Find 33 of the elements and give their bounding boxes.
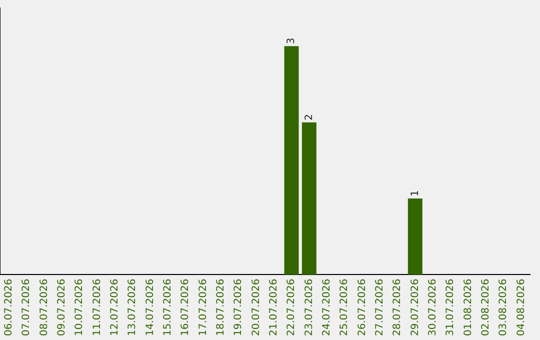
x-tick-label: 28.07.2026 (392, 278, 404, 336)
x-tick-label: 21.07.2026 (268, 278, 280, 336)
data-label: 3 (286, 38, 298, 44)
x-tick-label: 14.07.2026 (144, 278, 156, 336)
x-tick-label: 04.08.2026 (516, 278, 527, 336)
x-tick-label: 08.07.2026 (38, 278, 50, 336)
x-tick-label: 30.07.2026 (427, 278, 438, 336)
x-tick-label: 25.07.2026 (339, 278, 350, 336)
x-tick-label: 13.07.2026 (127, 278, 138, 336)
x-tick-label: 01.08.2026 (462, 278, 474, 336)
data-label: 2 (304, 114, 315, 120)
x-tick-label: 12.07.2026 (109, 278, 120, 336)
x-tick-label: 16.07.2026 (180, 278, 192, 336)
x-tick-label: 03.08.2026 (498, 278, 510, 336)
x-tick-label: 02.08.2026 (480, 278, 492, 336)
x-tick-label: 15.07.2026 (162, 278, 174, 336)
x-tick-label: 31.07.2026 (445, 278, 456, 336)
x-tick-label: 18.07.2026 (215, 278, 226, 336)
x-tick-label: 26.07.2026 (356, 278, 368, 336)
x-tick-label: 29.07.2026 (410, 278, 421, 336)
x-tick-label: 17.07.2026 (198, 278, 209, 336)
x-tick-label: 24.07.2026 (321, 278, 332, 336)
x-tick-label: 23.07.2026 (304, 278, 315, 336)
x-tick-label: 07.07.2026 (21, 278, 32, 336)
x-tick-label: 06.07.2026 (3, 278, 14, 336)
x-tick-label: 11.07.2026 (92, 278, 103, 336)
data-label: 1 (410, 190, 421, 197)
x-tick-label: 27.07.2026 (374, 278, 386, 336)
x-tick-label: 20.07.2026 (250, 278, 262, 336)
x-tick-label: 19.07.2026 (233, 278, 244, 336)
x-tick-label: 10.07.2026 (74, 278, 86, 336)
x-tick-label: 09.07.2026 (56, 278, 68, 336)
x-tick-label: 22.07.2026 (286, 278, 298, 336)
